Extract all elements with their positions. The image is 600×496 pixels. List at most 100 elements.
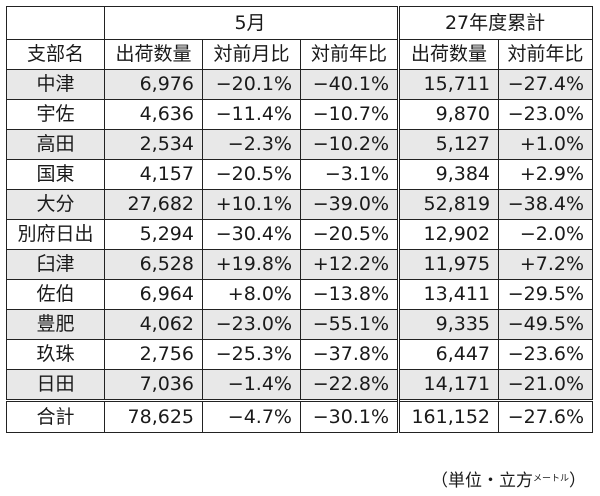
cell-month-prev-year: −39.0% [299,189,400,220]
cell-month-prev-month: −1.4% [202,369,301,401]
cell-month-qty: 4,157 [104,159,203,190]
cell-cumulative-prev-year: +7.2% [498,249,594,280]
cell-month-prev-year: −40.1% [299,69,400,100]
table-row: 高田 2,534 −2.3% −10.2% 5,127 +1.0% [6,129,594,160]
cell-month-prev-year: −22.8% [299,369,400,401]
cell-cumulative-qty: 14,171 [397,369,500,401]
month-group-header: 5月 [103,6,400,40]
table-row: 別府日出 5,294 −30.4% −20.5% 12,902 −2.0% [6,219,594,250]
table-row: 佐伯 6,964 +8.0% −13.8% 13,411 −29.5% [6,279,594,310]
cell-branch: 国東 [6,159,105,190]
cell-cumulative-prev-year: −49.5% [498,309,594,340]
corner-cell [6,6,105,40]
cell-month-qty: 6,528 [104,249,203,280]
cell-cumulative-prev-year: −23.0% [498,99,594,130]
cell-month-prev-year: −13.8% [299,279,400,310]
cell-month-qty: 27,682 [104,189,203,220]
cell-branch: 佐伯 [6,279,105,310]
cell-cumulative-prev-year: +2.9% [498,159,594,190]
cell-cumulative-prev-year: −21.0% [498,369,594,401]
total-month-qty: 78,625 [104,399,203,433]
table-row: 宇佐 4,636 −11.4% −10.7% 9,870 −23.0% [6,99,594,130]
cell-month-prev-month: −11.4% [202,99,301,130]
cell-cumulative-qty: 5,127 [397,129,500,160]
cell-month-prev-year: +12.2% [299,249,400,280]
cell-month-prev-month: +19.8% [202,249,301,280]
cell-month-prev-year: −20.5% [299,219,400,250]
table-row: 国東 4,157 −20.5% −3.1% 9,384 +2.9% [6,159,594,190]
cell-month-qty: 2,756 [104,339,203,370]
cell-branch: 玖珠 [6,339,105,370]
cell-cumulative-qty: 52,819 [397,189,500,220]
total-row: 合計 78,625 −4.7% −30.1% 161,152 −27.6% [6,399,594,433]
cell-cumulative-prev-year: −2.0% [498,219,594,250]
cell-branch: 臼津 [6,249,105,280]
total-cumulative-prev-year: −27.6% [498,399,594,433]
cell-branch: 別府日出 [6,219,105,250]
cumulative-group-header: 27年度累計 [397,6,594,40]
col-header-month-prev-month: 対前月比 [202,39,301,70]
cell-cumulative-prev-year: −27.4% [498,69,594,100]
unit-note-close: ） [569,471,586,491]
table-row: 大分 27,682 +10.1% −39.0% 52,819 −38.4% [6,189,594,220]
cell-branch: 宇佐 [6,99,105,130]
table-row: 日田 7,036 −1.4% −22.8% 14,171 −21.0% [6,369,594,401]
col-header-cumulative-qty: 出荷数量 [397,39,500,70]
total-cumulative-qty: 161,152 [397,399,500,433]
cell-cumulative-prev-year: +1.0% [498,129,594,160]
cell-month-prev-month: −20.5% [202,159,301,190]
cell-cumulative-qty: 13,411 [397,279,500,310]
cell-cumulative-qty: 9,335 [397,309,500,340]
cell-month-prev-year: −10.7% [299,99,400,130]
total-month-prev-year: −30.1% [299,399,400,433]
cell-cumulative-qty: 15,711 [397,69,500,100]
table-row: 豊肥 4,062 −23.0% −55.1% 9,335 −49.5% [6,309,594,340]
cell-cumulative-prev-year: −29.5% [498,279,594,310]
table-body: 中津 6,976 −20.1% −40.1% 15,711 −27.4% 宇佐 4,636 −1… [6,69,594,433]
cell-month-qty: 4,636 [104,99,203,130]
cell-cumulative-qty: 9,870 [397,99,500,130]
cell-month-prev-month: −30.4% [202,219,301,250]
col-header-month-prev-year: 対前年比 [299,39,400,70]
column-header-row: 支部名 出荷数量 対前月比 対前年比 出荷数量 対前年比 [6,39,594,70]
cell-month-prev-year: −3.1% [299,159,400,190]
cell-cumulative-prev-year: −38.4% [498,189,594,220]
total-month-prev-month: −4.7% [202,399,301,433]
cell-month-qty: 5,294 [104,219,203,250]
cell-month-prev-month: +8.0% [202,279,301,310]
cell-branch: 大分 [6,189,105,220]
unit-note-main: （単位・立方 [430,471,533,491]
cell-cumulative-qty: 6,447 [397,339,500,370]
cell-month-prev-year: −10.2% [299,129,400,160]
group-header-row: 5月 27年度累計 [6,6,594,40]
cell-month-prev-year: −37.8% [299,339,400,370]
cell-month-qty: 6,964 [104,279,203,310]
col-header-branch: 支部名 [6,39,105,70]
cell-cumulative-qty: 11,975 [397,249,500,280]
cell-branch: 高田 [6,129,105,160]
shipment-table: 5月 27年度累計 支部名 出荷数量 対前月比 対前年比 出荷数量 対前年比 中… [6,6,594,433]
cell-branch: 中津 [6,69,105,100]
cell-month-qty: 6,976 [104,69,203,100]
cell-month-prev-month: +10.1% [202,189,301,220]
cell-month-prev-month: −25.3% [202,339,301,370]
cell-month-qty: 2,534 [104,129,203,160]
total-branch: 合計 [6,399,105,433]
unit-note-small: メートル [532,474,569,484]
cell-cumulative-qty: 12,902 [397,219,500,250]
table-row: 玖珠 2,756 −25.3% −37.8% 6,447 −23.6% [6,339,594,370]
cell-branch: 日田 [6,369,105,401]
unit-note: （単位・立方メートル） [431,466,586,491]
cell-month-prev-year: −55.1% [299,309,400,340]
cell-cumulative-prev-year: −23.6% [498,339,594,370]
cell-branch: 豊肥 [6,309,105,340]
cell-month-prev-month: −2.3% [202,129,301,160]
cell-month-prev-month: −20.1% [202,69,301,100]
cell-month-qty: 4,062 [104,309,203,340]
table-row: 中津 6,976 −20.1% −40.1% 15,711 −27.4% [6,69,594,100]
table-row: 臼津 6,528 +19.8% +12.2% 11,975 +7.2% [6,249,594,280]
col-header-cumulative-prev-year: 対前年比 [498,39,594,70]
cell-month-qty: 7,036 [104,369,203,401]
cell-cumulative-qty: 9,384 [397,159,500,190]
col-header-month-qty: 出荷数量 [104,39,203,70]
